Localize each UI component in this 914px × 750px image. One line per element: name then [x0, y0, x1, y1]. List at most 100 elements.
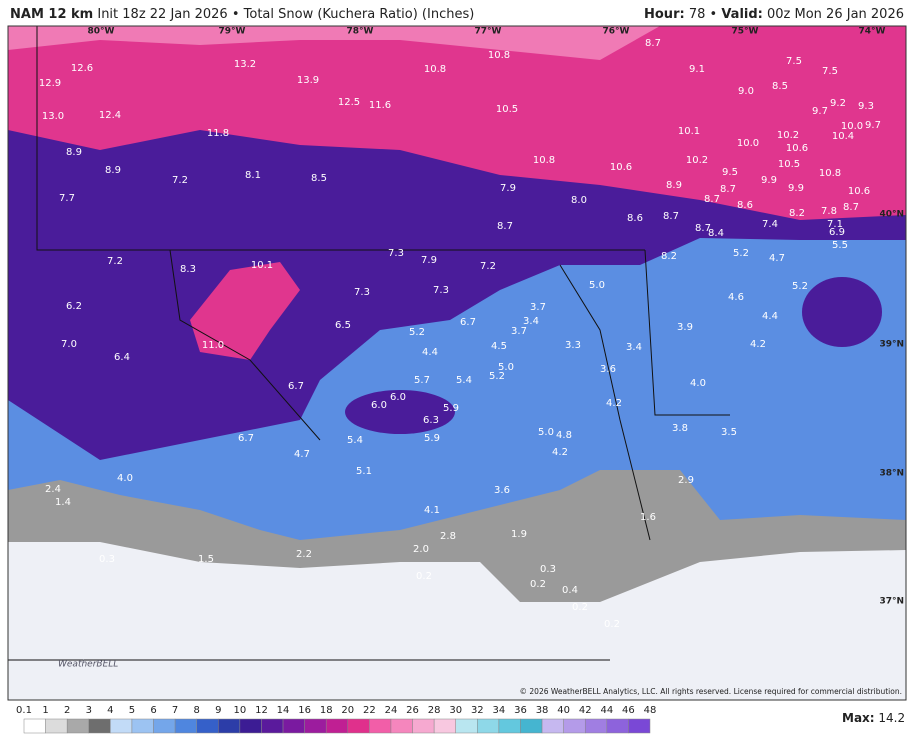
snow-label: 10.8 — [533, 155, 555, 166]
snow-label: 9.9 — [761, 175, 777, 186]
colorbar-swatch — [282, 718, 305, 734]
colorbar-swatch — [239, 718, 262, 734]
snow-label: 1.4 — [55, 497, 71, 508]
snow-label: 4.7 — [294, 449, 310, 460]
snow-label: 5.0 — [589, 280, 605, 291]
max: 14.2 — [878, 711, 905, 725]
snow-label: 4.0 — [117, 473, 133, 484]
colorbar-label: 18 — [320, 705, 333, 716]
snow-label: 2.9 — [678, 475, 694, 486]
colorbar-swatch — [218, 718, 241, 734]
snow-label: 1.5 — [198, 554, 214, 565]
snow-label: 8.9 — [105, 165, 121, 176]
valid-label: Valid: — [721, 7, 763, 22]
snow-label: 6.0 — [371, 400, 387, 411]
snow-label: 0.2 — [416, 571, 432, 582]
snow-label: 4.1 — [424, 505, 440, 516]
snow-label: 3.3 — [565, 340, 581, 351]
header-right: Hour: 78 • Valid: 00z Mon 26 Jan 2026 — [644, 7, 904, 22]
snow-label: 7.8 — [821, 206, 837, 217]
colorbar-swatch — [390, 718, 413, 734]
colorbar-swatch — [304, 718, 327, 734]
snow-label: 10.8 — [488, 50, 510, 61]
colorbar-label: 40 — [557, 705, 570, 716]
snow-label: 6.5 — [335, 320, 351, 331]
colorbar-label: 22 — [363, 705, 376, 716]
latitude-label: 38°N — [879, 469, 904, 479]
snow-label: 3.7 — [511, 326, 527, 337]
snow-label: 8.7 — [720, 184, 736, 195]
colorbar-label: 10 — [233, 705, 246, 716]
colorbar-label: 30 — [449, 705, 462, 716]
snow-label: 8.7 — [663, 211, 679, 222]
colorbar-label: 42 — [579, 705, 592, 716]
snow-label: 0.2 — [530, 579, 546, 590]
colorbar-label: 38 — [536, 705, 549, 716]
snow-label: 8.5 — [772, 81, 788, 92]
snow-label: 4.2 — [552, 447, 568, 458]
snow-label: 9.3 — [858, 101, 874, 112]
colorbar-swatch — [88, 718, 111, 734]
model: NAM 12 km — [10, 7, 93, 22]
longitude-label: 76°W — [603, 27, 630, 37]
snow-label: 5.5 — [832, 240, 848, 251]
snow-label: 0.3 — [540, 564, 556, 575]
colorbar-swatch — [45, 718, 68, 734]
snow-label: 8.3 — [180, 264, 196, 275]
snow-label: 10.5 — [778, 159, 800, 170]
purple-blob — [802, 277, 882, 347]
snow-label: 2.0 — [413, 544, 429, 555]
snow-label: 10.1 — [678, 126, 700, 137]
snow-label: 10.6 — [848, 186, 870, 197]
snow-label: 3.6 — [494, 485, 510, 496]
snow-label: 7.3 — [433, 285, 449, 296]
snow-label: 8.9 — [666, 180, 682, 191]
snow-label: 4.2 — [606, 398, 622, 409]
snow-label: 11.8 — [207, 128, 229, 139]
colorbar-swatch — [131, 718, 154, 734]
snow-label: 10.6 — [610, 162, 632, 173]
snow-label: 7.5 — [822, 66, 838, 77]
snow-label: 8.0 — [571, 195, 587, 206]
colorbar-label: 14 — [277, 705, 290, 716]
snow-label: 13.2 — [234, 59, 256, 70]
snow-label: 1.6 — [640, 512, 656, 523]
colorbar-label: 28 — [428, 705, 441, 716]
snow-label: 6.9 — [829, 227, 845, 238]
colorbar-label: 46 — [622, 705, 635, 716]
colorbar-label: 5 — [129, 705, 135, 716]
snow-label: 5.9 — [443, 403, 459, 414]
colorbar-swatch — [196, 718, 219, 734]
snow-label: 4.7 — [769, 253, 785, 264]
snow-label: 6.7 — [238, 433, 254, 444]
logo: WeatherBELL — [58, 660, 118, 670]
colorbar-label: 48 — [644, 705, 657, 716]
snow-label: 4.2 — [750, 339, 766, 350]
snow-label: 7.5 — [786, 56, 802, 67]
snow-label: 10.2 — [686, 155, 708, 166]
colorbar-swatch — [606, 718, 629, 734]
map-frame — [7, 25, 907, 701]
snow-label: 3.6 — [600, 364, 616, 375]
snow-label: 0.4 — [562, 585, 578, 596]
snow-label: 7.9 — [500, 183, 516, 194]
snow-label: 5.4 — [456, 375, 472, 386]
snow-label: 8.9 — [66, 147, 82, 158]
valid: 00z Mon 26 Jan 2026 — [767, 7, 904, 22]
snow-label: 9.2 — [830, 98, 846, 109]
snow-label: 10.6 — [786, 143, 808, 154]
snow-label: 7.2 — [172, 175, 188, 186]
snow-label: 4.8 — [556, 430, 572, 441]
snow-label: 7.9 — [421, 255, 437, 266]
snow-label: 10.8 — [424, 64, 446, 75]
snow-label: 9.7 — [865, 120, 881, 131]
colorbar-label: 26 — [406, 705, 419, 716]
colorbar-label: 3 — [86, 705, 92, 716]
colorbar-label: 1 — [42, 705, 48, 716]
colorbar-label: 8 — [194, 705, 200, 716]
snow-label: 5.1 — [356, 466, 372, 477]
snow-label: 10.0 — [841, 121, 863, 132]
snow-label: 8.6 — [627, 213, 643, 224]
snow-label: 10.0 — [737, 138, 759, 149]
